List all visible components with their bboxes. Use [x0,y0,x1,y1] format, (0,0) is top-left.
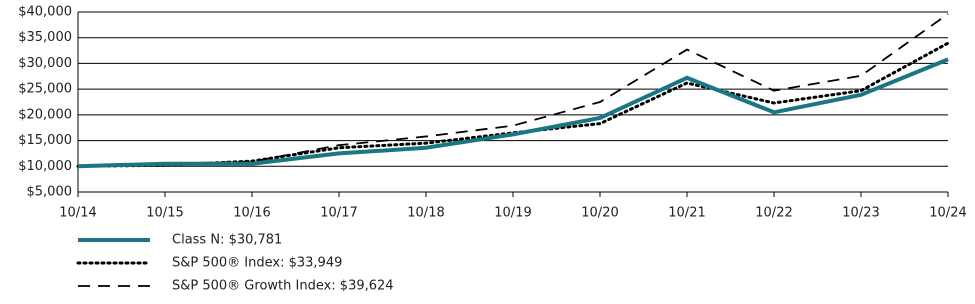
legend-label: S&P 500® Index: $33,949 [172,256,342,271]
x-tick-label: 10/21 [668,206,705,221]
y-tick-label: $5,000 [27,185,73,200]
x-tick-label: 10/14 [59,206,96,221]
legend-label: S&P 500® Growth Index: $39,624 [172,279,394,294]
series-line [77,13,949,168]
x-tick-label: 10/19 [494,206,531,221]
series-line [77,57,949,169]
x-tick-label: 10/22 [755,206,792,221]
legend-label: Class N: $30,781 [172,233,282,248]
x-tick-label: 10/24 [929,206,966,221]
y-tick-label: $20,000 [18,107,72,122]
y-tick-label: $15,000 [18,133,72,148]
x-tick-label: 10/20 [581,206,618,221]
y-tick-label: $35,000 [18,30,72,45]
y-tick-label: $30,000 [18,56,72,71]
x-tick-label: 10/17 [320,206,357,221]
y-tick-label: $25,000 [18,82,72,97]
x-tick-label: 10/16 [233,206,270,221]
y-tick-label: $40,000 [18,5,72,20]
y-tick-label: $10,000 [18,159,72,174]
x-tick-label: 10/23 [842,206,879,221]
x-tick-label: 10/18 [407,206,444,221]
x-tick-label: 10/15 [146,206,183,221]
